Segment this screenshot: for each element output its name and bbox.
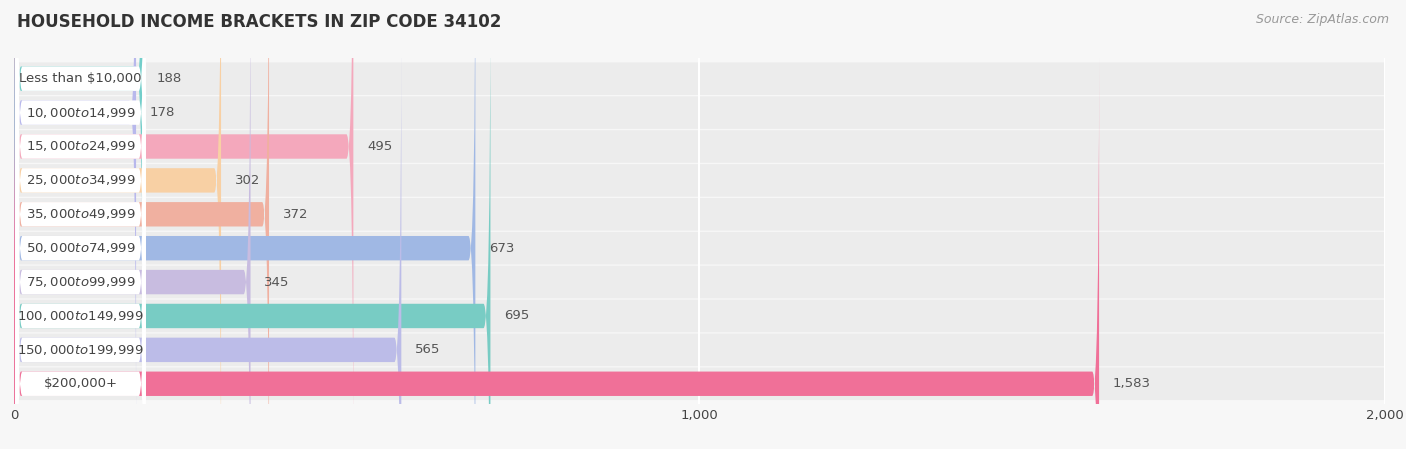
Text: 565: 565 <box>415 343 440 357</box>
FancyBboxPatch shape <box>14 130 1385 163</box>
Text: $10,000 to $14,999: $10,000 to $14,999 <box>25 106 135 119</box>
Text: 495: 495 <box>367 140 392 153</box>
Text: 695: 695 <box>505 309 530 322</box>
Text: $100,000 to $149,999: $100,000 to $149,999 <box>17 309 143 323</box>
FancyBboxPatch shape <box>14 23 401 449</box>
FancyBboxPatch shape <box>14 97 1385 129</box>
FancyBboxPatch shape <box>14 299 1385 332</box>
FancyBboxPatch shape <box>14 0 250 449</box>
FancyBboxPatch shape <box>14 164 1385 197</box>
FancyBboxPatch shape <box>14 62 1385 95</box>
FancyBboxPatch shape <box>14 367 1385 400</box>
Text: $200,000+: $200,000+ <box>44 377 118 390</box>
Text: 673: 673 <box>489 242 515 255</box>
FancyBboxPatch shape <box>14 0 269 449</box>
FancyBboxPatch shape <box>15 0 146 449</box>
Text: 178: 178 <box>150 106 176 119</box>
FancyBboxPatch shape <box>14 0 491 449</box>
FancyBboxPatch shape <box>15 0 146 449</box>
FancyBboxPatch shape <box>14 0 221 449</box>
FancyBboxPatch shape <box>15 0 146 405</box>
FancyBboxPatch shape <box>14 266 1385 298</box>
Text: $15,000 to $24,999: $15,000 to $24,999 <box>25 140 135 154</box>
Text: 188: 188 <box>156 72 181 85</box>
FancyBboxPatch shape <box>14 0 475 449</box>
FancyBboxPatch shape <box>14 0 353 449</box>
FancyBboxPatch shape <box>15 0 146 449</box>
FancyBboxPatch shape <box>15 57 146 449</box>
Text: $150,000 to $199,999: $150,000 to $199,999 <box>17 343 143 357</box>
Text: 302: 302 <box>235 174 260 187</box>
FancyBboxPatch shape <box>15 0 146 440</box>
FancyBboxPatch shape <box>14 0 143 405</box>
Text: $75,000 to $99,999: $75,000 to $99,999 <box>25 275 135 289</box>
Text: $50,000 to $74,999: $50,000 to $74,999 <box>25 241 135 255</box>
FancyBboxPatch shape <box>14 334 1385 366</box>
Text: 1,583: 1,583 <box>1112 377 1150 390</box>
Text: $25,000 to $34,999: $25,000 to $34,999 <box>25 173 135 187</box>
Text: $35,000 to $49,999: $35,000 to $49,999 <box>25 207 135 221</box>
FancyBboxPatch shape <box>14 57 1099 449</box>
FancyBboxPatch shape <box>14 198 1385 230</box>
FancyBboxPatch shape <box>15 0 146 449</box>
Text: HOUSEHOLD INCOME BRACKETS IN ZIP CODE 34102: HOUSEHOLD INCOME BRACKETS IN ZIP CODE 34… <box>17 13 502 31</box>
FancyBboxPatch shape <box>14 232 1385 264</box>
FancyBboxPatch shape <box>15 23 146 449</box>
Text: 372: 372 <box>283 208 308 221</box>
Text: 345: 345 <box>264 276 290 289</box>
FancyBboxPatch shape <box>15 0 146 449</box>
FancyBboxPatch shape <box>15 0 146 449</box>
Text: Source: ZipAtlas.com: Source: ZipAtlas.com <box>1256 13 1389 26</box>
Text: Less than $10,000: Less than $10,000 <box>20 72 142 85</box>
FancyBboxPatch shape <box>14 0 136 440</box>
